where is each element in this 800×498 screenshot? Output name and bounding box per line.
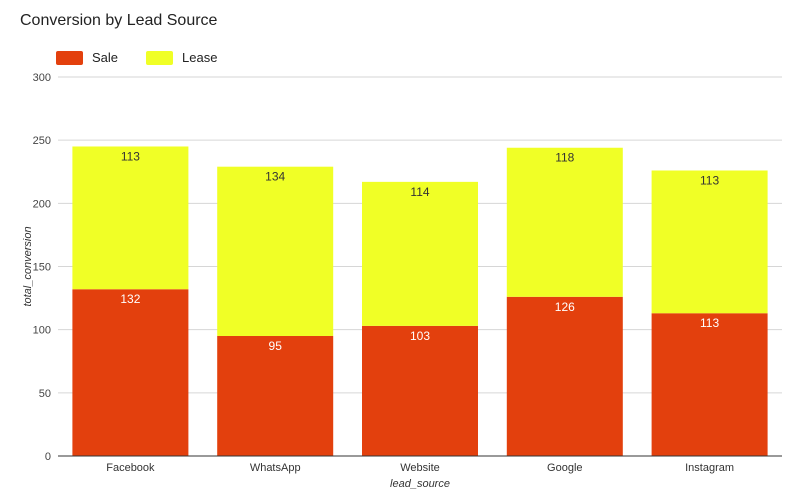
legend-swatch-sale	[56, 50, 83, 65]
y-tick-label: 150	[33, 262, 51, 274]
data-label: 132	[120, 292, 140, 306]
x-tick-label: Website	[400, 462, 440, 474]
data-label: 114	[410, 185, 429, 199]
legend-item-lease[interactable]: Lease	[146, 50, 217, 65]
y-tick-label: 250	[33, 135, 51, 147]
data-label: 103	[410, 329, 430, 343]
bar-lease	[217, 166, 334, 336]
bar-lease	[651, 170, 768, 314]
data-label: 113	[700, 173, 719, 187]
legend-label-lease: Lease	[182, 50, 218, 65]
data-label: 95	[269, 339, 283, 353]
y-tick-label: 200	[33, 198, 51, 210]
data-label: 113	[700, 316, 719, 330]
legend-swatch-lease	[146, 50, 174, 65]
y-tick-label: 50	[39, 388, 51, 400]
x-tick-label: WhatsApp	[250, 462, 301, 474]
bar-lease	[72, 146, 189, 290]
bar-sale	[362, 325, 478, 456]
y-tick-label: 300	[33, 72, 51, 84]
x-axis-title: lead_source	[390, 478, 450, 490]
bar-sale	[506, 296, 623, 456]
bar-sale	[651, 313, 768, 456]
x-tick-label: Instagram	[685, 462, 734, 474]
y-tick-label: 100	[33, 325, 51, 337]
bar-sale	[72, 289, 189, 456]
bar-lease	[506, 147, 623, 297]
y-axis-title: total_conversion	[22, 226, 34, 306]
legend-label-sale: Sale	[92, 50, 119, 65]
data-label: 134	[265, 170, 285, 184]
data-label: 113	[121, 149, 140, 163]
bar-sale	[217, 335, 334, 456]
chart-title: Conversion by Lead Source	[20, 12, 218, 29]
bar-lease	[362, 181, 478, 326]
x-tick-label: Google	[547, 462, 582, 474]
y-tick-label: 0	[45, 451, 51, 463]
data-label: 126	[555, 300, 575, 314]
data-label: 118	[555, 151, 574, 165]
x-tick-label: Facebook	[106, 462, 155, 474]
legend-item-sale[interactable]: Sale	[56, 50, 118, 65]
legend: Sale Lease	[56, 50, 217, 65]
